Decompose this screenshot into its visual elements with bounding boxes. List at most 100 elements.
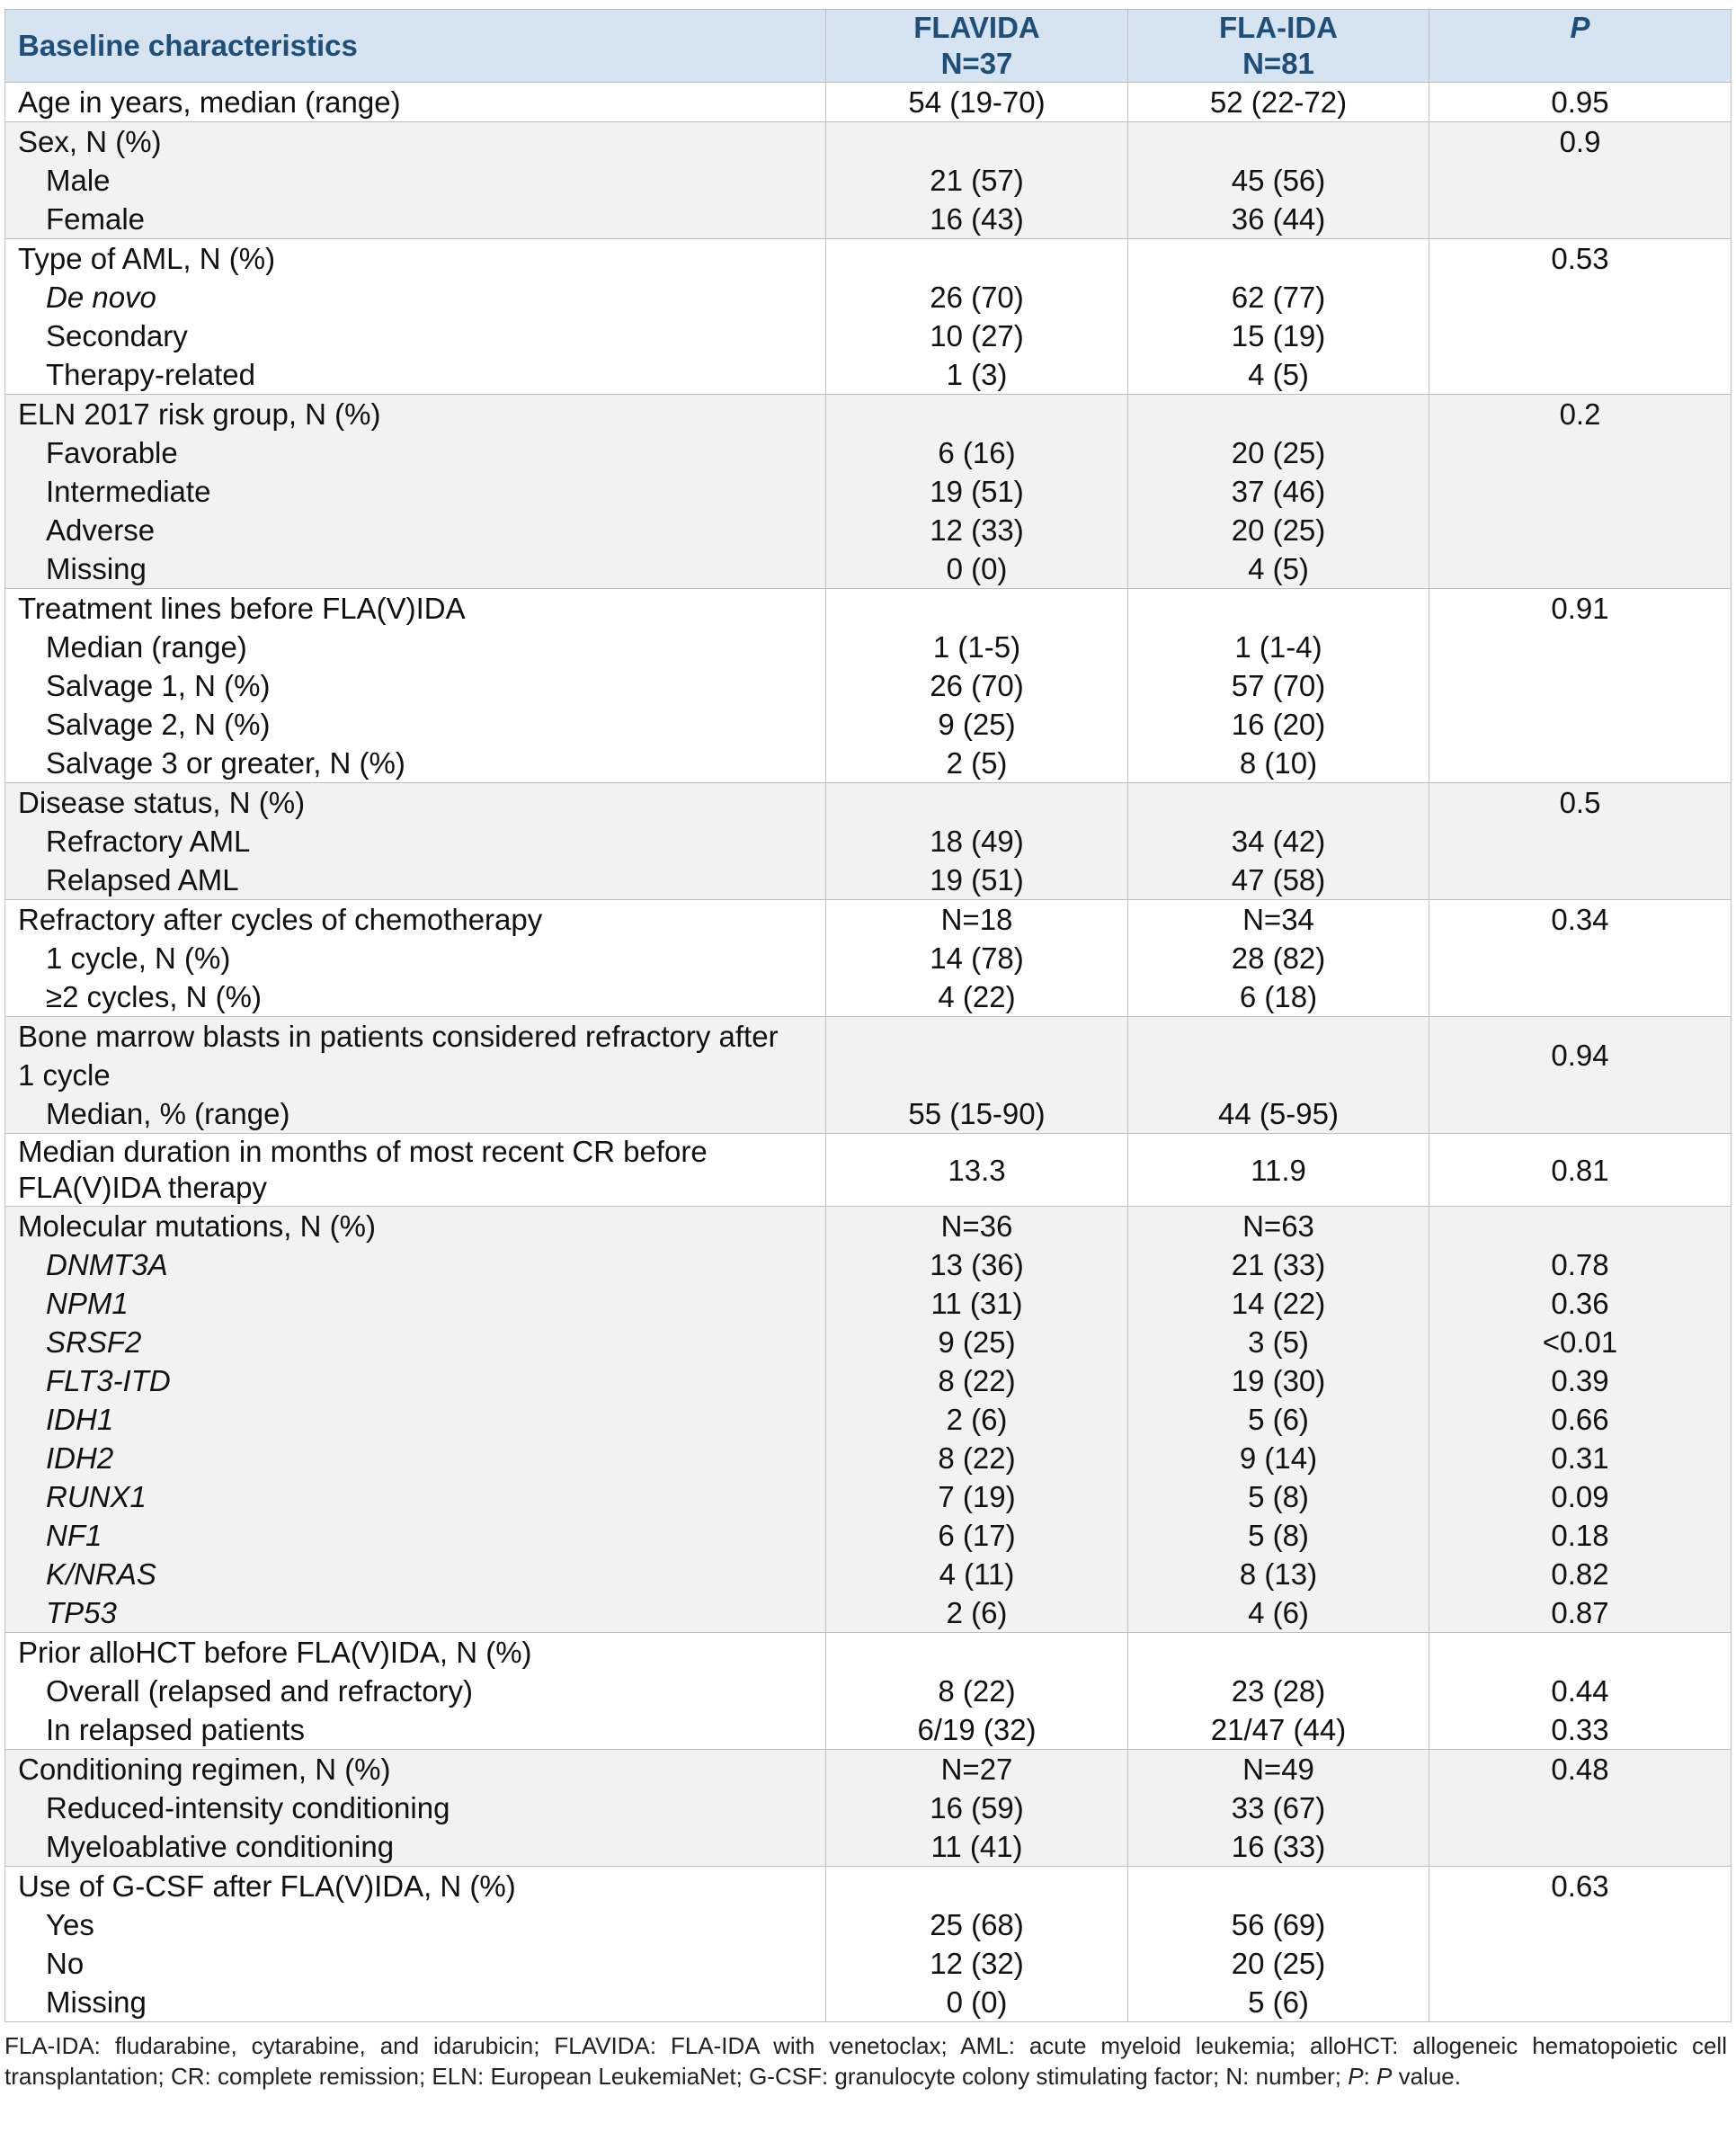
row-label: Use of G-CSF after FLA(V)IDA, N (%): [18, 1869, 516, 1903]
row-label: K/NRAS: [46, 1557, 156, 1591]
flavida-value: 9 (25): [938, 1325, 1016, 1359]
flavida-value: 11 (31): [930, 1287, 1023, 1320]
baseline-characteristics-table: Baseline characteristics FLAVIDA N=37 FL…: [4, 9, 1732, 2022]
fla-ida-value: 15 (19): [1231, 319, 1326, 352]
fla-ida-value: 21/47 (44): [1210, 1713, 1347, 1746]
flavida-value: 1 (1-5): [932, 630, 1021, 664]
fla-ida-value: 33 (67): [1231, 1791, 1326, 1824]
p-value: 0.36: [1551, 1287, 1609, 1320]
row-label: IDH1: [46, 1403, 114, 1436]
fla-ida-value: [1128, 395, 1429, 433]
row-label: SRSF2: [46, 1325, 142, 1359]
header-flavida-name: FLAVIDA: [913, 11, 1040, 44]
group-median-duration-cr: Median duration in months of most recent…: [4, 1133, 1732, 1207]
fla-ida-value: [1128, 783, 1429, 822]
group-molecular-mutations: Molecular mutations, N (%) DNMT3A NPM1 S…: [4, 1206, 1732, 1633]
row-label: Therapy-related: [46, 358, 255, 391]
fla-ida-value: 5 (6): [1248, 1403, 1309, 1436]
fla-ida-value: 44 (5-95): [1218, 1097, 1339, 1130]
row-label: Myeloablative conditioning: [46, 1830, 395, 1863]
p-value: 0.5: [1559, 786, 1601, 819]
flavida-value: [826, 122, 1127, 161]
p-value: 0.87: [1551, 1596, 1609, 1629]
fla-ida-value: 1 (1-4): [1234, 630, 1322, 664]
footnote-p-italic-2: P: [1376, 2063, 1393, 2090]
header-p-value: P: [1429, 9, 1732, 83]
fla-ida-value: [1128, 1867, 1429, 1905]
p-value: 0.91: [1551, 592, 1609, 625]
row-label: NF1: [46, 1519, 102, 1552]
fla-ida-value: 4 (5): [1248, 358, 1309, 391]
fla-ida-value: 20 (25): [1231, 513, 1326, 547]
fla-ida-value: 6 (18): [1239, 980, 1318, 1013]
group-prior-allohct: Prior alloHCT before FLA(V)IDA, N (%) Ov…: [4, 1632, 1732, 1750]
p-value: [1429, 1633, 1731, 1672]
fla-ida-value: 45 (56): [1231, 164, 1326, 197]
row-label: Type of AML, N (%): [18, 242, 276, 275]
fla-ida-value: 4 (6): [1248, 1596, 1309, 1629]
p-value: 0.2: [1559, 397, 1601, 431]
row-label: 1 cycle, N (%): [46, 941, 231, 975]
row-label: De novo: [46, 281, 156, 314]
fla-ida-value: 8 (10): [1239, 746, 1318, 780]
flavida-value: N=27: [940, 1753, 1013, 1786]
flavida-value: 4 (11): [939, 1557, 1015, 1591]
fla-ida-value: N=63: [1242, 1209, 1314, 1243]
fla-ida-value: 11.9: [1251, 1153, 1306, 1187]
fla-ida-value: 16 (33): [1231, 1830, 1326, 1863]
row-label: ELN 2017 risk group, N (%): [18, 397, 381, 431]
table-footnote: FLA-IDA: fludarabine, cytarabine, and id…: [4, 2030, 1727, 2092]
flavida-value: 18 (49): [930, 825, 1024, 858]
flavida-value: 13.3: [948, 1153, 1006, 1187]
group-sex: Sex, N (%) Male Female 21 (57) 16 (43) 4…: [4, 121, 1732, 239]
flavida-value: 2 (6): [946, 1403, 1008, 1436]
header-flavida: FLAVIDA N=37: [825, 9, 1128, 83]
row-label: Missing: [46, 552, 147, 585]
p-value: <0.01: [1542, 1325, 1618, 1359]
header-fla-ida-name: FLA-IDA: [1219, 11, 1338, 44]
group-eln-risk: ELN 2017 risk group, N (%) Favorable Int…: [4, 394, 1732, 589]
flavida-value: 26 (70): [930, 669, 1024, 702]
row-label: IDH2: [46, 1441, 114, 1475]
fla-ida-value: 47 (58): [1231, 863, 1326, 897]
row-label: TP53: [46, 1596, 117, 1629]
row-label: Treatment lines before FLA(V)IDA: [18, 592, 466, 625]
fla-ida-value: 5 (8): [1248, 1480, 1309, 1513]
flavida-value: 6/19 (32): [917, 1713, 1037, 1746]
flavida-value: 9 (25): [938, 708, 1016, 741]
flavida-value: 1 (3): [946, 358, 1008, 391]
fla-ida-value: 57 (70): [1231, 669, 1326, 702]
row-label: Salvage 3 or greater, N (%): [46, 746, 405, 780]
flavida-value: 13 (36): [930, 1248, 1024, 1281]
group-conditioning-regimen: Conditioning regimen, N (%) Reduced-inte…: [4, 1749, 1732, 1867]
fla-ida-value: 3 (5): [1248, 1325, 1309, 1359]
flavida-value: 54 (19-70): [908, 85, 1046, 119]
row-label: Relapsed AML: [46, 863, 239, 897]
p-value: 0.78: [1551, 1248, 1609, 1281]
p-value: 0.94: [1551, 1039, 1609, 1072]
row-label: Secondary: [46, 319, 188, 352]
row-label: Reduced-intensity conditioning: [46, 1791, 450, 1824]
flavida-value: [826, 1633, 1127, 1672]
row-label: Refractory after cycles of chemotherapy: [18, 903, 543, 936]
footnote-end: value.: [1392, 2063, 1461, 2090]
fla-ida-value: 21 (33): [1231, 1248, 1326, 1281]
fla-ida-value: [1128, 1633, 1429, 1672]
flavida-value: 25 (68): [930, 1908, 1024, 1941]
flavida-value: 0 (0): [946, 552, 1008, 585]
row-label: Disease status, N (%): [18, 786, 306, 819]
fla-ida-value: 4 (5): [1248, 552, 1309, 585]
fla-ida-value: N=49: [1242, 1753, 1314, 1786]
flavida-value: [826, 783, 1127, 822]
fla-ida-value: 28 (82): [1231, 941, 1326, 975]
row-label: In relapsed patients: [46, 1713, 306, 1746]
p-value: 0.31: [1551, 1441, 1609, 1475]
row-label: Conditioning regimen, N (%): [18, 1753, 391, 1786]
row-label: Overall (relapsed and refractory): [46, 1674, 474, 1708]
flavida-value: 26 (70): [930, 281, 1024, 314]
row-label: Median duration in months of most recent…: [18, 1135, 708, 1168]
row-label: Intermediate: [46, 475, 211, 508]
group-treatment-lines: Treatment lines before FLA(V)IDA Median …: [4, 588, 1732, 783]
group-disease-status: Disease status, N (%) Refractory AML Rel…: [4, 782, 1732, 900]
flavida-value: 14 (78): [930, 941, 1024, 975]
